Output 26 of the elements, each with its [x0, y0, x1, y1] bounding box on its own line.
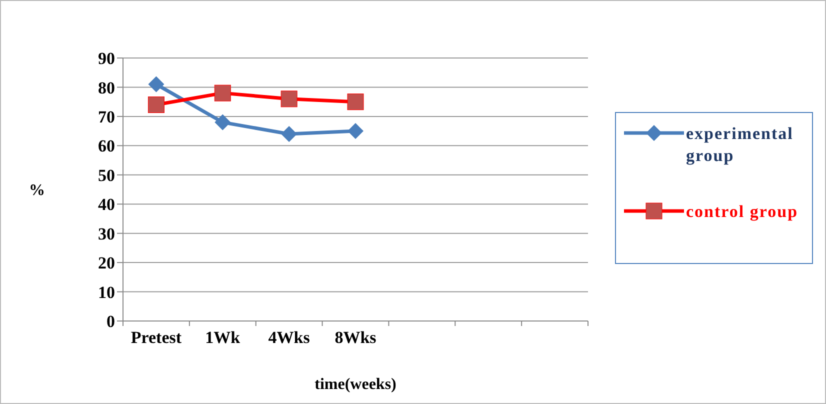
y-axis-title: %: [29, 182, 45, 200]
y-tick-label: 20: [98, 254, 115, 273]
legend-label: control group: [686, 201, 800, 223]
y-tick-label: 60: [98, 136, 115, 156]
point: [214, 84, 231, 102]
x-axis-title: time(weeks): [314, 376, 396, 393]
y-tick-label: 40: [98, 195, 115, 214]
x-tick-label: Pretest: [130, 328, 182, 347]
x-tick-label: 4Wks: [268, 328, 310, 347]
x-tick-label: 1Wk: [205, 328, 241, 347]
x-tick-label: 8Wks: [334, 328, 377, 347]
point: [148, 76, 164, 92]
point: [148, 96, 164, 114]
y-tick-label: 0: [106, 312, 115, 332]
point: [214, 114, 231, 130]
y-tick-label: 90: [98, 49, 115, 68]
y-tick-label: 30: [98, 224, 115, 244]
y-tick-label: 50: [98, 166, 115, 185]
point: [348, 123, 364, 140]
y-tick-label: 10: [98, 282, 115, 302]
legend-label: experimental group: [686, 123, 794, 167]
point: [281, 126, 298, 142]
point: [280, 90, 298, 108]
y-tick-label: 80: [98, 78, 115, 98]
point: [347, 94, 364, 110]
y-tick-label: 70: [98, 107, 115, 126]
